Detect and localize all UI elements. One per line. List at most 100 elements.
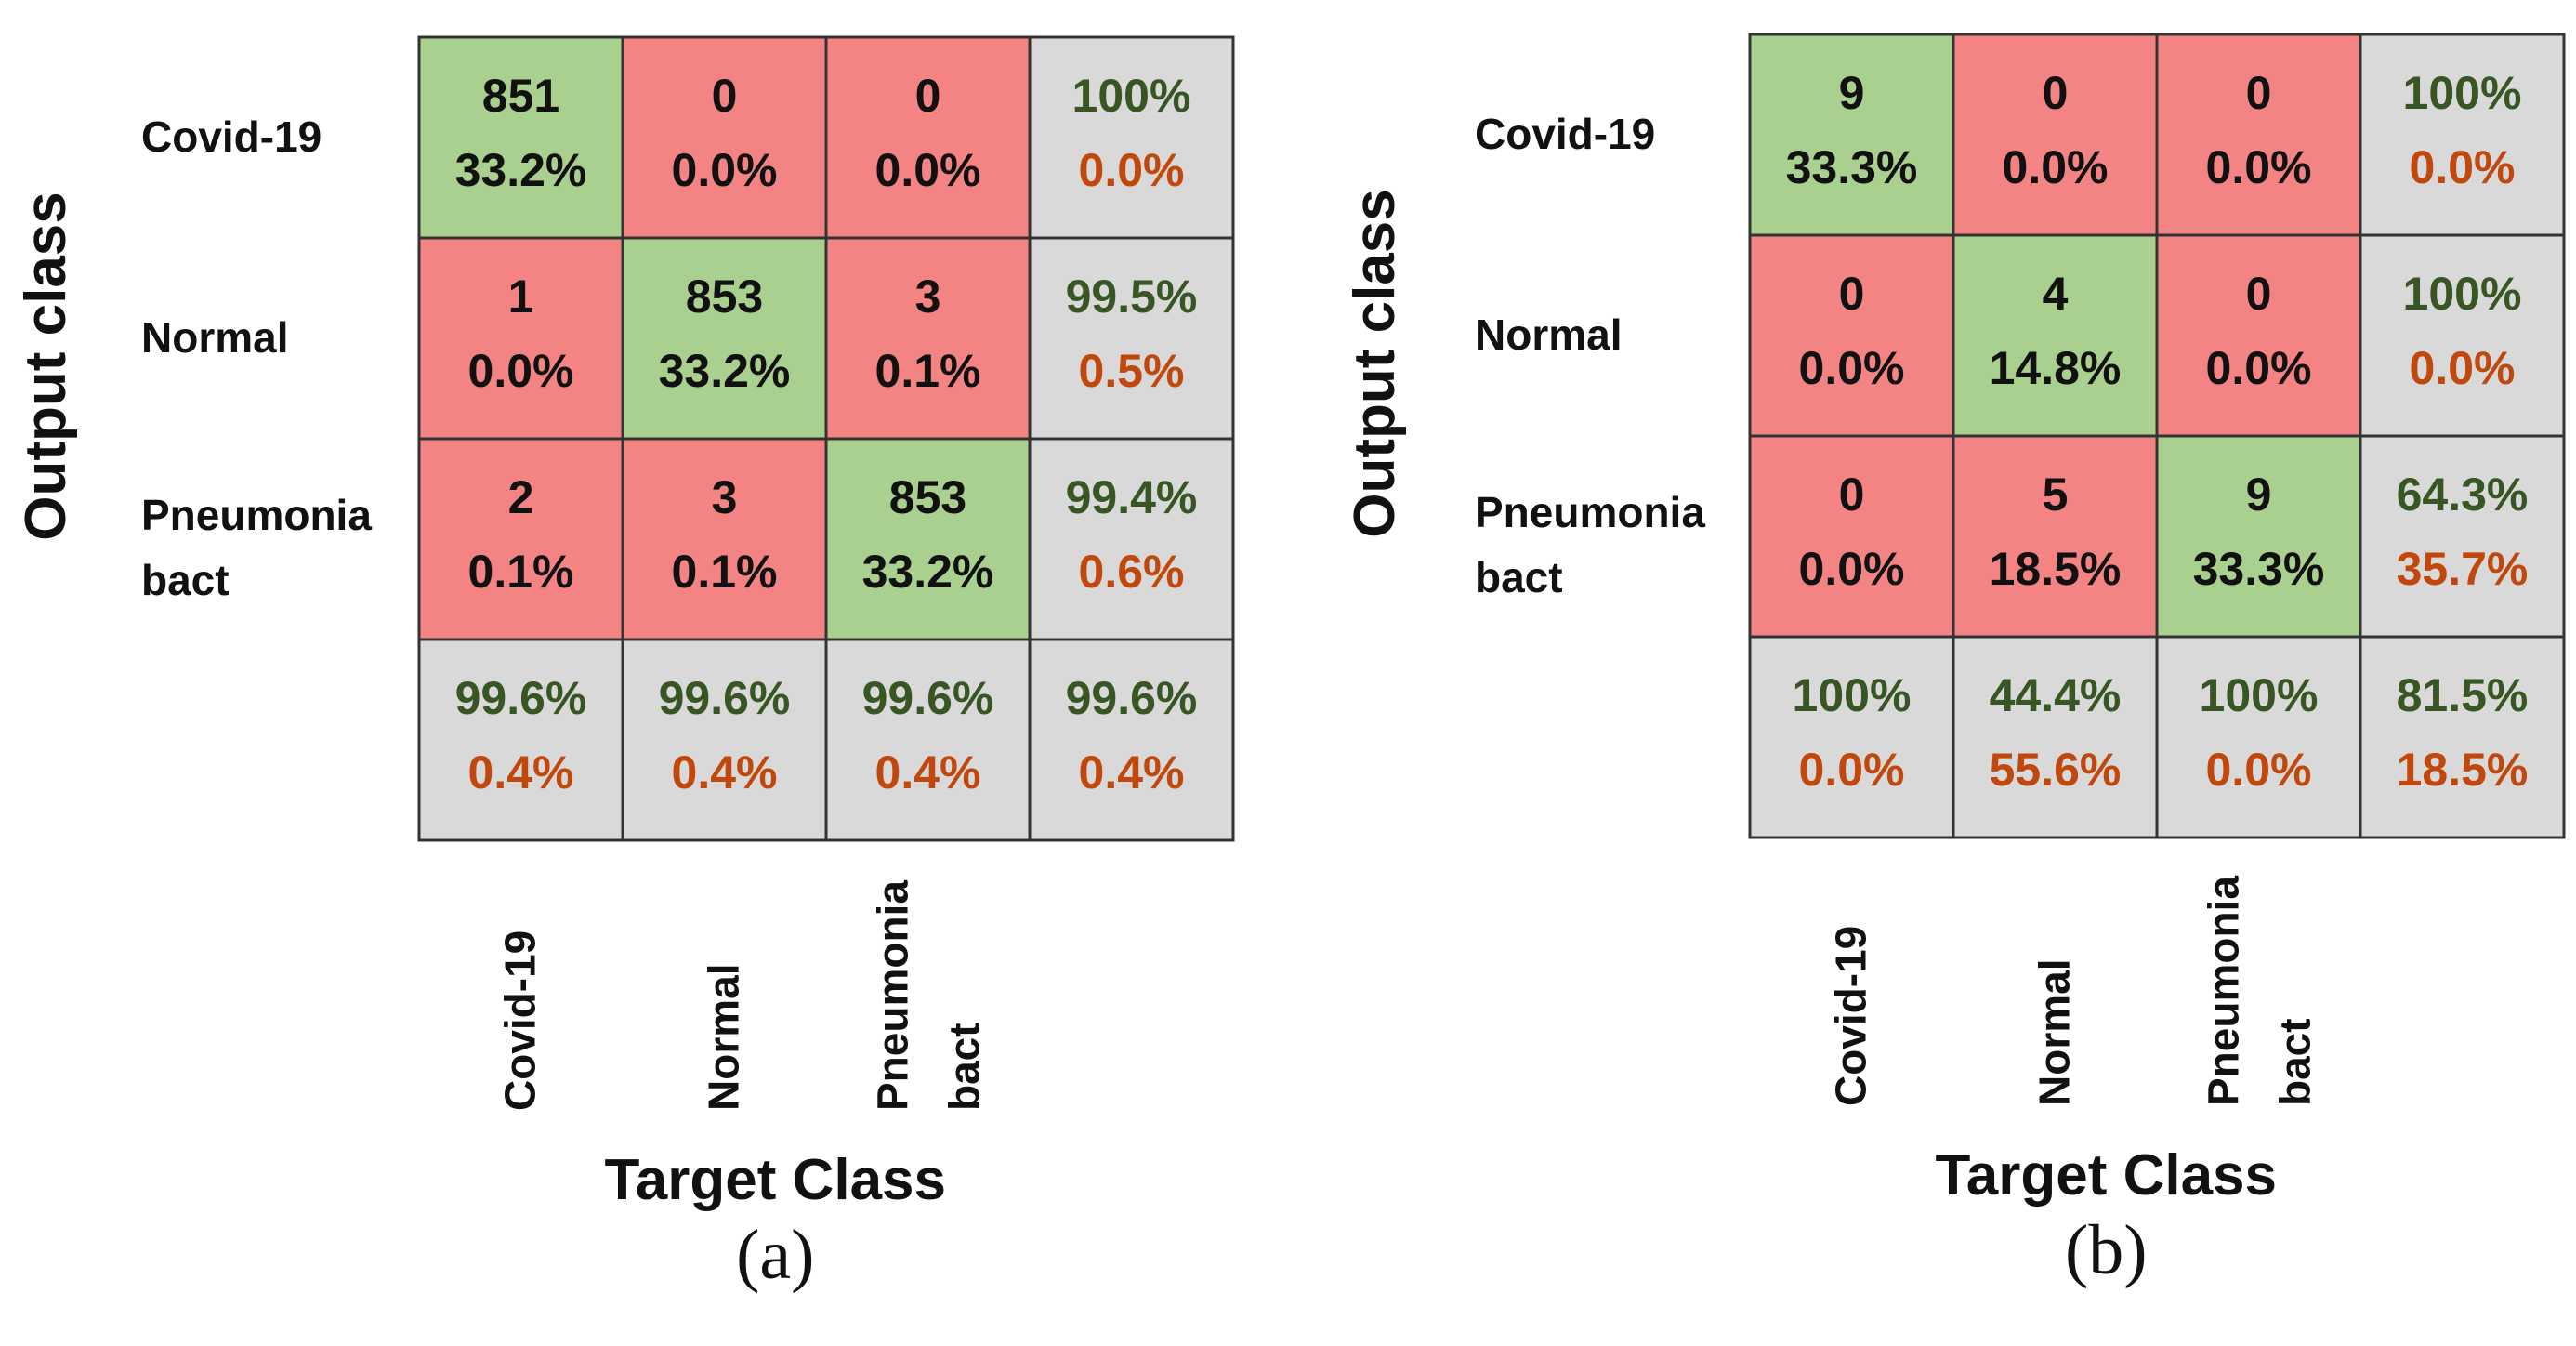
matrix-cell-bottom-value: 0.1% bbox=[875, 345, 981, 397]
matrix-cell-top-value: 853 bbox=[889, 471, 966, 523]
row-label: Pneumonia bbox=[1475, 488, 1705, 536]
row-summary-cell-bottom-value: 0.0% bbox=[1079, 144, 1185, 196]
matrix-cell-top-value: 9 bbox=[2246, 468, 2272, 521]
matrix-cell-background bbox=[621, 236, 828, 441]
row-summary-cell-background bbox=[2359, 33, 2566, 237]
matrix-cell-background bbox=[417, 236, 624, 441]
matrix-cell-top-value: 0 bbox=[2246, 268, 2272, 320]
column-label: Pneumonia bbox=[2200, 876, 2248, 1106]
matrix-cell-bottom-value: 33.3% bbox=[2193, 543, 2325, 595]
matrix-cell-background bbox=[621, 437, 828, 641]
column-label: Covid-19 bbox=[1827, 926, 1875, 1106]
overall-accuracy-cell-top-value: 99.6% bbox=[1066, 672, 1198, 724]
panel-label: (b) bbox=[2065, 1211, 2148, 1289]
matrix-cell-background bbox=[1952, 33, 2159, 237]
column-label: bact bbox=[940, 1023, 989, 1111]
matrix-cell-background bbox=[621, 35, 828, 240]
row-summary-cell-background bbox=[1028, 35, 1235, 240]
matrix-cell-top-value: 0 bbox=[915, 70, 941, 122]
column-summary-cell-background bbox=[621, 638, 828, 842]
matrix-cell-background bbox=[2155, 33, 2362, 237]
column-summary-cell-background bbox=[1952, 635, 2159, 839]
row-label: Covid-19 bbox=[1475, 110, 1655, 158]
row-summary-cell-bottom-value: 0.0% bbox=[2410, 141, 2516, 193]
matrix-cell-background bbox=[1748, 233, 1955, 438]
row-label: Normal bbox=[141, 313, 288, 362]
row-summary-cell-bottom-value: 35.7% bbox=[2397, 543, 2529, 595]
matrix-cell-bottom-value: 0.0% bbox=[2206, 342, 2312, 394]
overall-accuracy-cell-bottom-value: 18.5% bbox=[2397, 744, 2529, 796]
matrix-cell-bottom-value: 0.0% bbox=[1799, 342, 1905, 394]
matrix-cell-bottom-value: 14.8% bbox=[1990, 342, 2122, 394]
column-summary-cell-background bbox=[2155, 635, 2362, 839]
row-label: Covid-19 bbox=[141, 112, 322, 161]
matrix-cell-bottom-value: 0.0% bbox=[875, 144, 981, 196]
column-summary-cell-top-value: 99.6% bbox=[862, 672, 994, 724]
matrix-cell-top-value: 0 bbox=[2043, 67, 2069, 119]
matrix-cell-background bbox=[417, 437, 624, 641]
column-summary-cell-bottom-value: 0.4% bbox=[875, 746, 981, 798]
row-summary-cell-top-value: 100% bbox=[1072, 70, 1191, 122]
row-summary-cell-top-value: 100% bbox=[2403, 268, 2522, 320]
y-axis-title: Output class bbox=[14, 191, 78, 541]
matrix-cell-bottom-value: 0.0% bbox=[672, 144, 778, 196]
matrix-cell-background bbox=[1952, 434, 2159, 639]
matrix-cell-top-value: 853 bbox=[686, 271, 763, 323]
column-summary-cell-bottom-value: 0.4% bbox=[468, 746, 574, 798]
column-summary-cell-background bbox=[417, 638, 624, 842]
matrix-cell-top-value: 3 bbox=[712, 471, 738, 523]
column-summary-cell-bottom-value: 0.0% bbox=[1799, 744, 1905, 796]
matrix-cell-top-value: 2 bbox=[508, 471, 534, 523]
row-summary-cell-background bbox=[1028, 236, 1235, 441]
matrix-cell-background bbox=[1952, 233, 2159, 438]
row-summary-cell-top-value: 100% bbox=[2403, 67, 2522, 119]
confusion-matrix-panel-b: 9 33.3% 0 0.0% 0 0.0% 100% 0.0% 0 0.0% 4 14.8% 0 0.0%… bbox=[1343, 33, 2566, 1289]
matrix-cell-background bbox=[1748, 33, 1955, 237]
matrix-cell-top-value: 9 bbox=[1839, 67, 1865, 119]
row-label: Normal bbox=[1475, 310, 1622, 359]
row-summary-cell-bottom-value: 0.5% bbox=[1079, 345, 1185, 397]
overall-accuracy-cell-background bbox=[1028, 638, 1235, 842]
column-label: Normal bbox=[2031, 959, 2079, 1106]
matrix-cell-top-value: 5 bbox=[2043, 468, 2069, 521]
matrix-cell-bottom-value: 0.0% bbox=[2003, 141, 2109, 193]
matrix-cell-background bbox=[2155, 434, 2362, 639]
column-label: Normal bbox=[700, 964, 748, 1111]
matrix-cell-bottom-value: 0.0% bbox=[1799, 543, 1905, 595]
matrix-cell-bottom-value: 0.1% bbox=[468, 546, 574, 598]
column-summary-cell-top-value: 44.4% bbox=[1990, 669, 2122, 721]
matrix-cell-top-value: 4 bbox=[2043, 268, 2069, 320]
x-axis-title: Target Class bbox=[1935, 1143, 2277, 1207]
matrix-cell-top-value: 0 bbox=[1839, 268, 1865, 320]
row-summary-cell-background bbox=[2359, 233, 2566, 438]
column-summary-cell-top-value: 99.6% bbox=[455, 672, 587, 724]
column-summary-cell-bottom-value: 0.0% bbox=[2206, 744, 2312, 796]
column-summary-cell-top-value: 99.6% bbox=[659, 672, 791, 724]
row-summary-cell-top-value: 99.5% bbox=[1066, 271, 1198, 323]
y-axis-title: Output class bbox=[1343, 189, 1407, 538]
column-summary-cell-top-value: 100% bbox=[1793, 669, 1912, 721]
matrix-cell-background bbox=[824, 437, 1032, 641]
matrix-cell-top-value: 851 bbox=[482, 70, 559, 122]
x-axis-title: Target Class bbox=[604, 1148, 946, 1212]
column-label: bact bbox=[2271, 1018, 2320, 1106]
row-summary-cell-background bbox=[1028, 437, 1235, 641]
matrix-cell-background bbox=[1748, 434, 1955, 639]
matrix-cell-top-value: 0 bbox=[712, 70, 738, 122]
column-label: Covid-19 bbox=[496, 930, 545, 1111]
matrix-cell-background bbox=[417, 35, 624, 240]
row-summary-cell-bottom-value: 0.0% bbox=[2410, 342, 2516, 394]
matrix-cell-bottom-value: 0.0% bbox=[2206, 141, 2312, 193]
row-summary-cell-bottom-value: 0.6% bbox=[1079, 546, 1185, 598]
row-summary-cell-top-value: 64.3% bbox=[2397, 468, 2529, 521]
matrix-cell-bottom-value: 33.2% bbox=[659, 345, 791, 397]
row-label: Pneumonia bbox=[141, 491, 372, 539]
matrix-cell-bottom-value: 0.1% bbox=[672, 546, 778, 598]
matrix-cell-background bbox=[2155, 233, 2362, 438]
matrix-cell-bottom-value: 33.2% bbox=[862, 546, 994, 598]
matrix-cell-top-value: 3 bbox=[915, 271, 941, 323]
matrix-cell-bottom-value: 18.5% bbox=[1990, 543, 2122, 595]
matrix-cell-bottom-value: 33.2% bbox=[455, 144, 587, 196]
column-summary-cell-bottom-value: 0.4% bbox=[672, 746, 778, 798]
